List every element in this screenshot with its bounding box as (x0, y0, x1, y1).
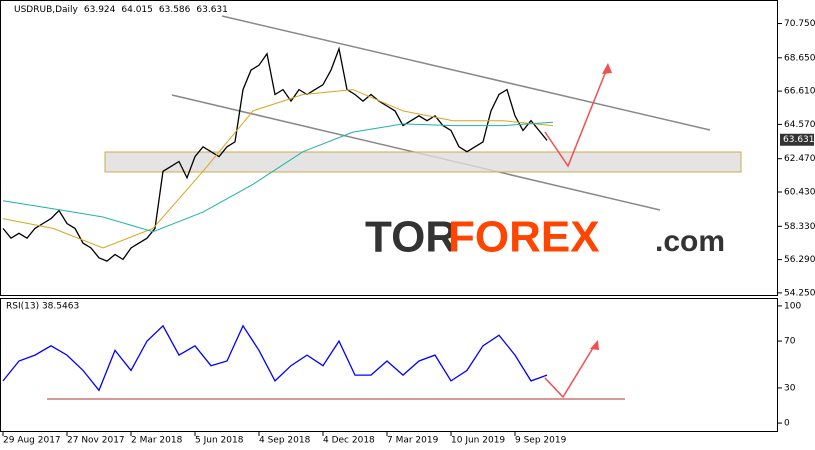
y-tick-label: 58.330 (784, 222, 815, 232)
rsi-forecast-arrow (544, 342, 597, 399)
ohlc-value: 63.586 (159, 5, 191, 15)
y-tick-label: 30 (784, 383, 796, 393)
x-tick-label: 9 Sep 2019 (515, 436, 567, 446)
y-tick-label: 68.650 (784, 53, 815, 63)
ohlc-value: 64.015 (121, 5, 153, 15)
x-tick-label: 5 Jun 2018 (195, 436, 244, 446)
y-tick-label: 60.430 (784, 188, 815, 198)
x-tick-label: 27 Nov 2017 (67, 436, 125, 446)
rsi-title: RSI(13) 38.5463 (6, 302, 79, 312)
watermark-forex: FOREX (448, 213, 600, 262)
y-tick-label: 56.290 (784, 255, 815, 265)
last-price-box (780, 133, 814, 146)
x-tick-label: 7 Mar 2019 (387, 436, 439, 446)
series-line (2, 324, 548, 392)
arrow-head (590, 340, 599, 350)
price-panel (0, 0, 778, 296)
y-tick-label: 64.570 (784, 120, 815, 130)
series-line (2, 121, 554, 233)
y-tick-label: 66.610 (784, 87, 815, 97)
y-tick-label: 70 (784, 337, 796, 347)
x-tick-label: 10 Jun 2019 (451, 436, 505, 446)
series-line (2, 89, 554, 249)
y-tick-label: 62.470 (784, 154, 815, 164)
forecast-arrow (544, 65, 609, 168)
symbol: USDRUB,Daily (14, 5, 79, 15)
x-tick-label: 29 Aug 2017 (3, 436, 61, 446)
ohlc-value: 63.924 (84, 5, 116, 15)
y-tick-label: 70.750 (784, 19, 815, 29)
channel-upper (221, 15, 711, 131)
y-tick-label: 0 (784, 419, 790, 429)
x-tick-label: 4 Dec 2018 (323, 436, 375, 446)
y-tick-label: 100 (784, 301, 801, 311)
x-tick-label: 4 Sep 2018 (259, 436, 311, 446)
arrow-head (602, 63, 612, 74)
y-tick-label: 54.250 (784, 288, 815, 298)
last-price-label: 63.631 (783, 135, 815, 145)
chart-title: USDRUB,Daily 63.924 64.015 63.586 63.631 (14, 5, 228, 15)
watermark-tor: TOR (365, 213, 457, 262)
x-tick-label: 2 Mar 2018 (131, 436, 183, 446)
series-line (2, 46, 548, 262)
rsi-panel (0, 298, 778, 432)
watermark-com: .com (655, 225, 725, 258)
ohlc-value: 63.631 (196, 5, 228, 15)
support-zone (104, 151, 742, 173)
